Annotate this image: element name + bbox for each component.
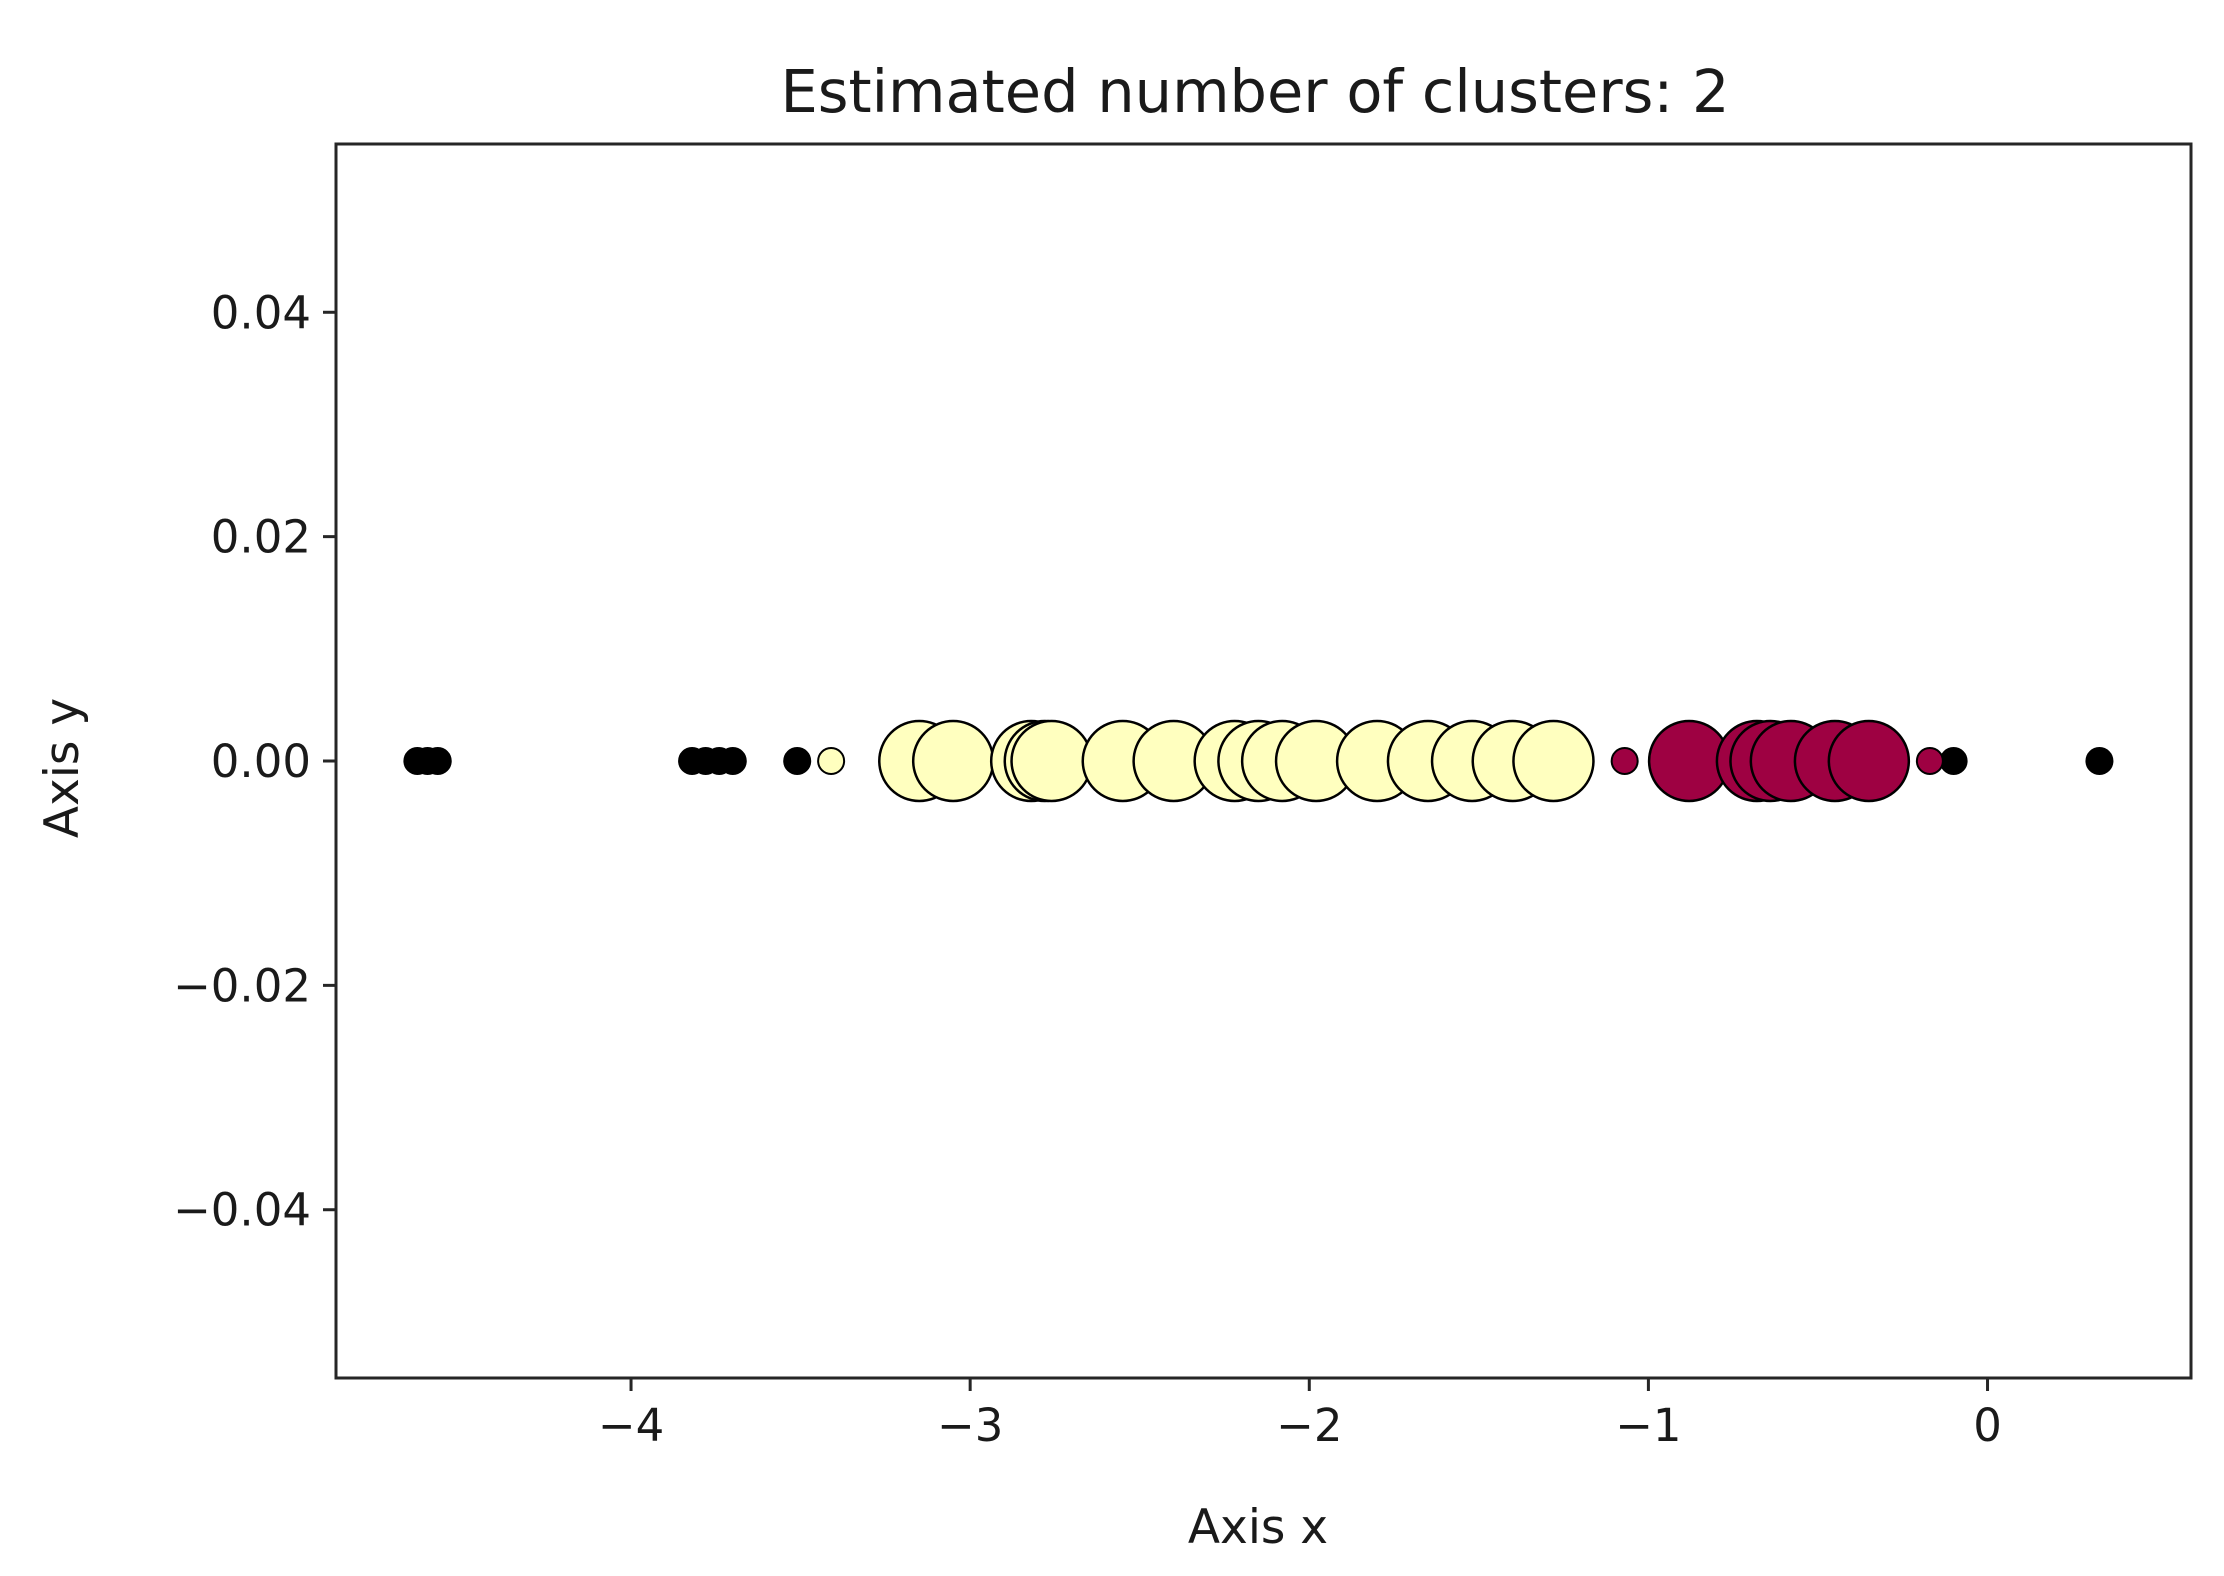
data-point-cluster-0 <box>1610 747 1639 775</box>
points-layer <box>403 719 2114 803</box>
data-point-noise <box>718 747 747 775</box>
data-point-cluster-1 <box>1010 719 1093 803</box>
x-axis-label: Axis x <box>1188 1500 1328 1555</box>
ticks-layer: −4 −3 −2 −1 0 0.04 0.02 0.00 −0.02 −0.04 <box>173 286 2002 1452</box>
y-tick-label: −0.04 <box>173 1184 311 1237</box>
y-axis-label: Axis y <box>35 698 90 838</box>
x-tick-label: −3 <box>937 1399 1003 1452</box>
y-tick-label: 0.04 <box>211 286 311 339</box>
data-point-cluster-0 <box>1827 719 1911 803</box>
chart-title: Estimated number of clusters: 2 <box>780 57 1729 126</box>
x-tick-label: 0 <box>1973 1399 2002 1452</box>
x-tick-label: −2 <box>1276 1399 1342 1452</box>
data-point-noise <box>423 747 452 775</box>
data-point-cluster-1 <box>817 747 846 775</box>
data-point-noise <box>783 747 812 775</box>
data-point-noise <box>2085 747 2114 775</box>
data-point-cluster-1 <box>911 719 995 803</box>
y-tick-label: 0.00 <box>211 735 311 788</box>
x-tick-label: −1 <box>1615 1399 1681 1452</box>
data-point-noise <box>1939 747 1968 775</box>
data-point-cluster-0 <box>1915 747 1944 775</box>
y-tick-label: 0.02 <box>211 511 311 564</box>
y-tick-label: −0.02 <box>173 959 311 1012</box>
x-tick-label: −4 <box>598 1399 664 1452</box>
data-point-cluster-1 <box>1512 719 1595 803</box>
